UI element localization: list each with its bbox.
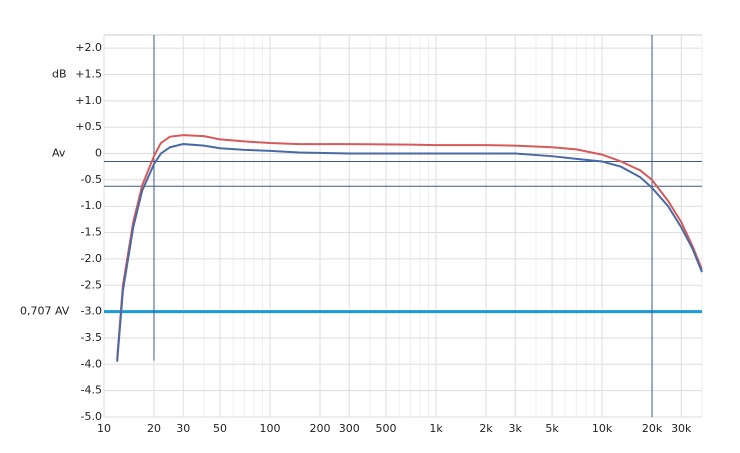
x-tick-label: 200: [309, 422, 330, 435]
plot-area: [103, 34, 703, 418]
y-tick-label: +1.0: [75, 94, 102, 107]
x-tick-label: 3k: [509, 422, 523, 435]
y-tick-label: +1.5: [75, 68, 102, 81]
series-line: [116, 143, 703, 362]
y-tick-label: -2.5: [81, 278, 102, 291]
y-tick-label: -5.0: [81, 410, 102, 423]
y-tick-label: -4.0: [81, 357, 102, 370]
x-tick-label: 1k: [429, 422, 443, 435]
series-line: [116, 134, 703, 360]
annotation: Av: [52, 147, 66, 160]
annotation: 0,707 AV: [20, 305, 70, 318]
x-tick-label: 50: [213, 422, 227, 435]
x-tick-label: 100: [260, 422, 281, 435]
y-tick-label: -1.0: [81, 199, 102, 212]
y-tick-label: 0: [95, 147, 102, 160]
x-tick-label: 30k: [671, 422, 692, 435]
x-tick-label: 300: [339, 422, 360, 435]
x-tick-label: 30: [176, 422, 190, 435]
x-tick-label: 20k: [642, 422, 663, 435]
y-tick-label: -3.0: [81, 305, 102, 318]
x-tick-label: 5k: [545, 422, 559, 435]
y-tick-label: +2.0: [75, 41, 102, 54]
y-tick-label: -3.5: [81, 331, 102, 344]
y-tick-label: -0.5: [81, 173, 102, 186]
y-tick-label: -2.0: [81, 252, 102, 265]
x-tick-label: 10k: [592, 422, 613, 435]
x-tick-label: 20: [147, 422, 161, 435]
y-tick-label: -4.5: [81, 384, 102, 397]
y-tick-label: -1.5: [81, 226, 102, 239]
annotation: dB: [52, 68, 67, 81]
x-tick-label: 10: [97, 422, 111, 435]
x-tick-label: 500: [376, 422, 397, 435]
y-tick-label: +0.5: [75, 120, 102, 133]
x-tick-label: 2k: [479, 422, 493, 435]
